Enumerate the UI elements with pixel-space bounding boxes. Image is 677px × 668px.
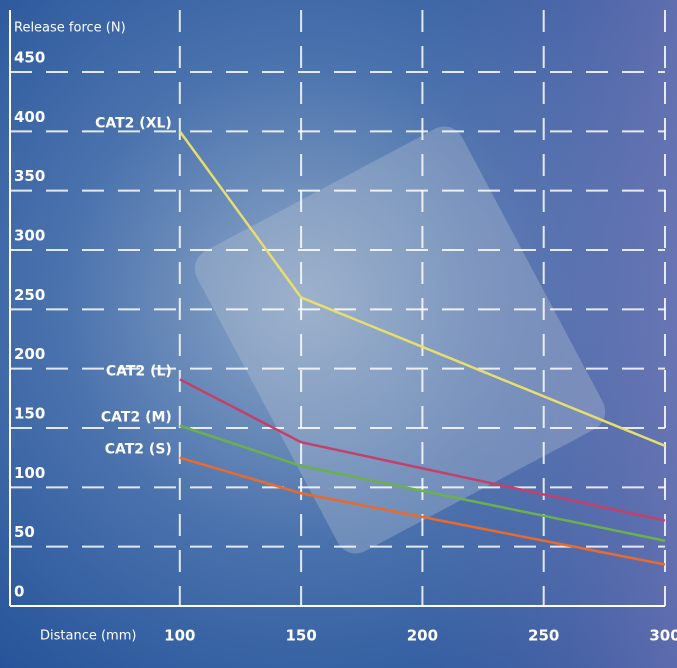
series-line xyxy=(179,456,666,566)
y-tick-label: 400 xyxy=(14,108,45,126)
x-tick-label: 300 xyxy=(649,627,677,645)
y-tick-label: 0 xyxy=(14,583,24,601)
y-tick-label: 100 xyxy=(14,464,45,482)
photo-shape xyxy=(194,126,606,554)
series-line xyxy=(179,424,666,542)
y-tick-label: 200 xyxy=(14,345,45,363)
y-tick-label: 150 xyxy=(14,405,45,423)
x-axis-title: Distance (mm) xyxy=(40,629,136,644)
x-tick-label: 250 xyxy=(528,627,559,645)
y-axis-title: Release force (N) xyxy=(14,21,126,36)
x-tick-label: 150 xyxy=(285,627,316,645)
y-tick-label: 300 xyxy=(14,227,45,245)
x-tick-label: 200 xyxy=(407,627,438,645)
x-tick-label: 100 xyxy=(164,627,195,645)
y-tick-label: 50 xyxy=(14,523,35,541)
series-line xyxy=(179,378,666,522)
series-label: CAT2 (L) xyxy=(106,363,172,379)
y-tick-label: 250 xyxy=(14,286,45,304)
series-label: CAT2 (S) xyxy=(105,442,172,458)
y-tick-label: 350 xyxy=(14,167,45,185)
series-line xyxy=(178,130,666,447)
y-tick-label: 450 xyxy=(14,49,45,67)
series-label: CAT2 (XL) xyxy=(95,115,172,131)
series-label: CAT2 (M) xyxy=(101,410,172,426)
